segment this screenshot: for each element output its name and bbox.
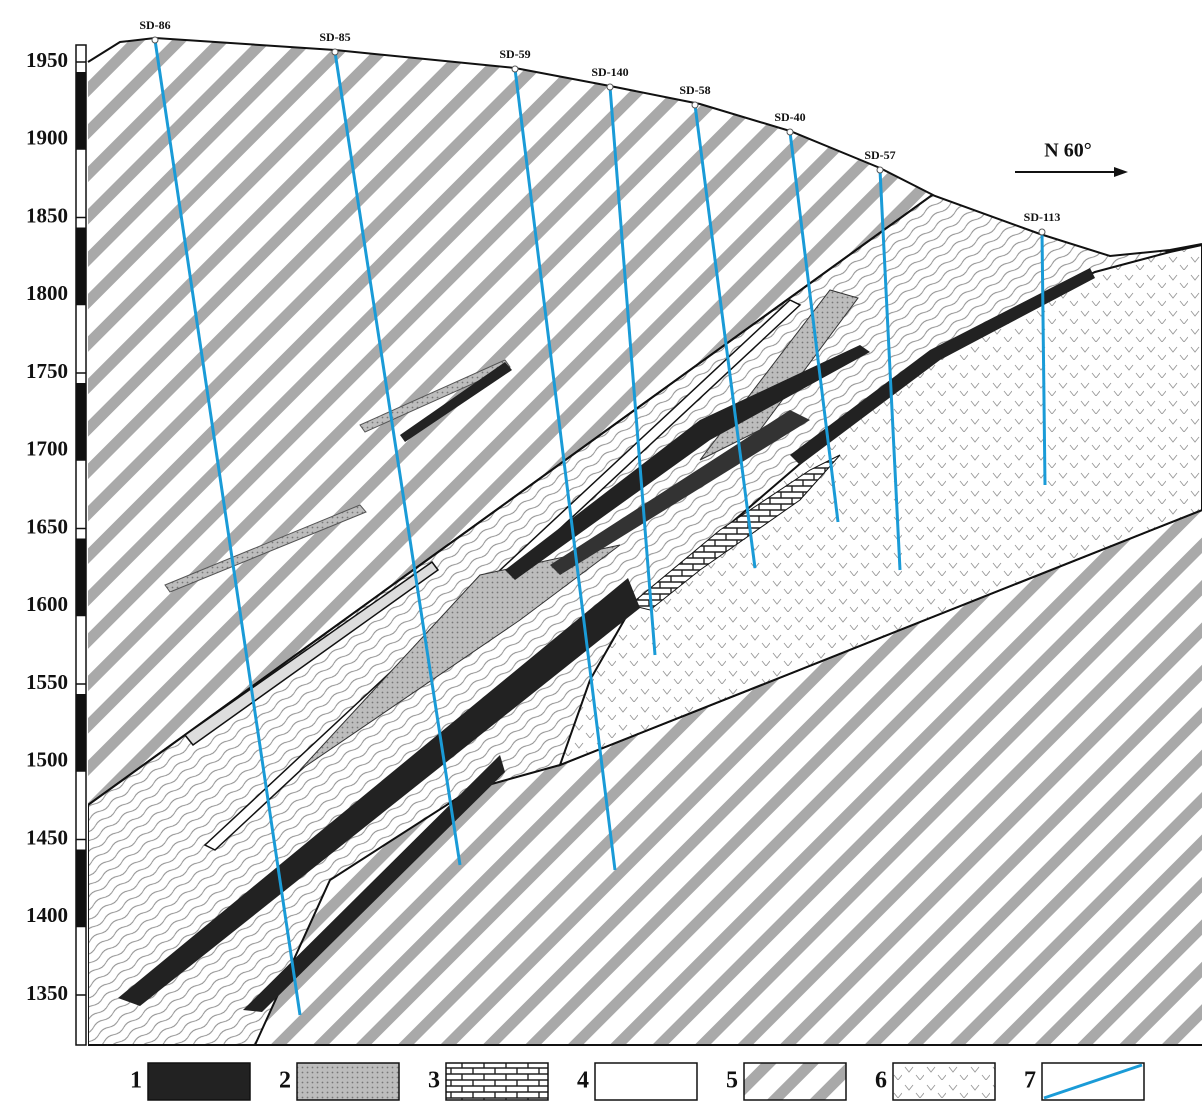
scale-segment [76,227,86,306]
borehole-label: SD-57 [864,148,895,162]
ore-body [243,755,505,1012]
ore-body [505,345,870,580]
legend-number: 6 [875,1068,887,1094]
collar [511,65,519,73]
legend-swatch [743,1062,847,1101]
borehole-label: SD-140 [591,65,628,79]
elevation-label: 1500 [26,748,68,772]
borehole-label: SD-40 [774,110,805,124]
legend-swatch [445,1062,549,1101]
elevation-label: 1650 [26,514,68,538]
legend: 1 2 3 4 5 6 7 [130,1062,1145,1101]
gray-body [183,560,440,747]
borehole-label: SD-85 [319,30,350,44]
borehole [693,104,757,569]
collar [876,166,884,174]
borehole-label: SD-59 [499,47,530,61]
elevation-label: 1900 [26,126,68,150]
scale-segment [76,694,86,772]
legend-number: 3 [428,1068,440,1094]
carbonate-body [628,454,841,611]
ore-body [550,410,810,575]
borehole [788,131,840,523]
legend-swatch [147,1062,251,1101]
legend-swatch [296,1062,400,1101]
scale-segment [76,538,86,617]
collar [331,48,339,56]
borehole-label: SD-58 [679,83,710,97]
ore-body [400,362,512,442]
contact [88,192,936,806]
elevation-label: 1400 [26,903,68,927]
borehole [153,39,302,1016]
collar [151,36,159,44]
borehole [513,68,617,871]
legend-swatch [892,1062,996,1101]
borehole [608,86,657,656]
elevation-label: 1850 [26,203,68,227]
legend-swatch [594,1062,698,1101]
scale-segment [76,849,86,928]
surface [87,36,1202,258]
elevation-label: 1750 [26,359,68,383]
gray-body [164,504,367,593]
elevation-label: 1700 [26,437,68,461]
borehole [878,169,902,571]
borehole [333,51,462,866]
collar [1038,228,1046,236]
legend-number: 7 [1024,1068,1036,1094]
legend-borehole [1043,1063,1143,1100]
geology [88,38,1202,1045]
borehole-label: SD-113 [1024,210,1061,224]
arrow-head [1114,167,1128,177]
scale-segments [76,72,86,928]
legend-number: 1 [130,1068,142,1094]
legend-number: 2 [279,1068,291,1094]
direction-label: N 60° [1044,140,1091,162]
elevation-label: 1450 [26,825,68,849]
elevation-label: 1600 [26,592,68,616]
collar [786,128,794,136]
scale-segment [76,383,86,461]
legend-number: 4 [577,1068,589,1094]
ore-body [118,578,640,1006]
gray-body [299,544,621,771]
legend-number: 5 [726,1068,738,1094]
elevation-label: 1350 [26,981,68,1005]
collar [606,83,614,91]
elevation-label: 1950 [26,48,68,72]
borehole-label: SD-86 [139,18,170,32]
ore-body [790,268,1095,465]
scale-segment [76,72,86,150]
elevation-label: 1550 [26,670,68,694]
collar [691,101,699,109]
borehole [1040,231,1047,486]
gray-body [359,359,511,433]
elevation-label: 1800 [26,281,68,305]
